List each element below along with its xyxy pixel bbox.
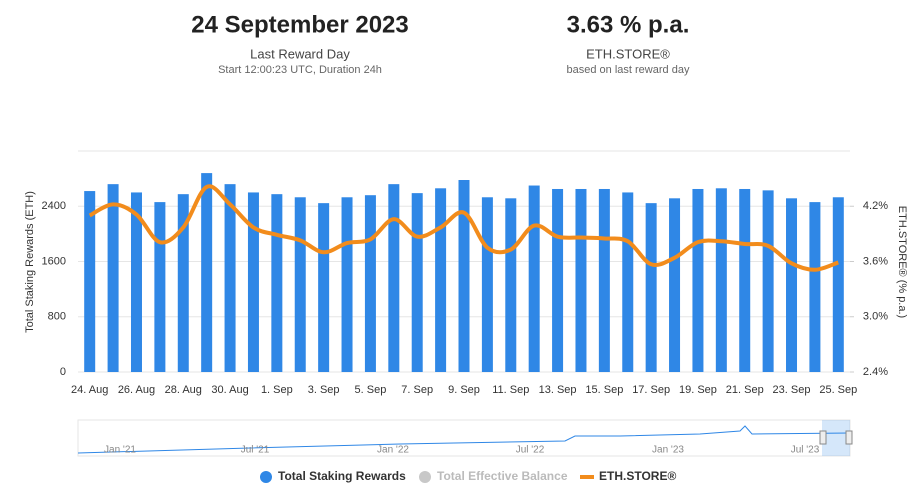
legend-marker xyxy=(260,471,272,483)
x-tick-label: 28. Aug xyxy=(165,384,202,396)
y-axis-label: Total Staking Rewards (ETH) xyxy=(24,191,36,333)
navigator-line xyxy=(77,425,851,454)
navigator-label: Jul '23 xyxy=(791,445,820,456)
bar xyxy=(715,188,727,372)
navigator-label: Jul '21 xyxy=(241,445,270,456)
bar xyxy=(669,198,681,372)
navigator-label: Jan '23 xyxy=(652,445,684,456)
bar xyxy=(552,188,564,372)
bar xyxy=(388,184,400,372)
navigator-handle[interactable] xyxy=(819,430,827,445)
bar xyxy=(575,188,587,372)
date-caption: Last Reward Day xyxy=(250,46,350,61)
navigator: Jan '21 Jul '21 Jan '22 Jul '22 Jan '23 … xyxy=(77,419,853,457)
legend-marker xyxy=(580,475,594,479)
y2-axis-label: ETH.STORE® (% p.a.) xyxy=(896,206,908,318)
y2-tick-label: 4.2% xyxy=(863,200,888,212)
y2-tick-label: 3.0% xyxy=(863,311,888,323)
x-tick-label: 24. Aug xyxy=(71,384,108,396)
x-tick-label: 15. Sep xyxy=(585,384,623,396)
rate: 3.63 % p.a. xyxy=(567,11,690,38)
bar xyxy=(762,190,774,372)
x-tick-label: 26. Aug xyxy=(118,384,155,396)
x-tick-label: 17. Sep xyxy=(632,384,670,396)
bar xyxy=(739,188,751,372)
y2-tick-label: 2.4% xyxy=(863,366,888,378)
bar xyxy=(809,202,821,372)
x-tick-label: 7. Sep xyxy=(401,384,433,396)
bar xyxy=(271,194,283,372)
legend-label[interactable]: Total Effective Balance xyxy=(437,469,568,483)
bar xyxy=(224,184,236,372)
x-tick-label: 3. Sep xyxy=(308,384,340,396)
bar xyxy=(130,192,142,372)
date: 24 September 2023 xyxy=(191,11,408,38)
x-tick-label: 1. Sep xyxy=(261,384,293,396)
bar xyxy=(692,188,704,372)
bar xyxy=(318,203,330,372)
x-tick-label: 23. Sep xyxy=(773,384,811,396)
bar xyxy=(598,188,610,372)
y-tick-label: 2400 xyxy=(42,200,66,212)
navigator-handle[interactable] xyxy=(845,430,853,445)
x-tick-label: 30. Aug xyxy=(211,384,248,396)
bar xyxy=(154,202,166,372)
bar xyxy=(411,193,423,372)
bar xyxy=(294,197,306,372)
x-tick-label: 19. Sep xyxy=(679,384,717,396)
date-detail: Start 12:00:23 UTC, Duration 24h xyxy=(218,64,382,76)
legend-marker xyxy=(419,471,431,483)
x-tick-label: 13. Sep xyxy=(539,384,577,396)
bar xyxy=(364,195,376,372)
x-tick-label: 9. Sep xyxy=(448,384,480,396)
bar xyxy=(107,184,119,372)
y-tick-label: 800 xyxy=(48,311,66,323)
bar xyxy=(645,203,657,372)
x-tick-label: 21. Sep xyxy=(726,384,764,396)
navigator-label: Jan '21 xyxy=(104,445,136,456)
navigator-label: Jan '22 xyxy=(377,445,409,456)
line xyxy=(88,184,839,272)
rate-caption: ETH.STORE® xyxy=(586,46,670,61)
legend-label[interactable]: ETH.STORE® xyxy=(599,469,676,483)
bar xyxy=(832,197,844,372)
bar xyxy=(622,192,634,372)
bar xyxy=(458,180,470,372)
navigator-label: Jul '22 xyxy=(516,445,545,456)
bar xyxy=(435,188,447,372)
y2-tick-label: 3.6% xyxy=(863,255,888,267)
navigator-frame xyxy=(77,419,851,457)
bar xyxy=(786,198,798,372)
bar xyxy=(528,185,540,372)
legend-label[interactable]: Total Staking Rewards xyxy=(278,469,406,483)
bar xyxy=(201,173,213,372)
bar xyxy=(177,194,189,372)
bar xyxy=(341,197,353,372)
bar xyxy=(505,198,517,372)
bar xyxy=(481,197,493,372)
bar xyxy=(84,191,96,372)
rate-detail: based on last reward day xyxy=(567,64,690,76)
bar xyxy=(247,192,259,372)
y-tick-label: 0 xyxy=(60,366,66,378)
x-tick-label: 11. Sep xyxy=(492,384,529,396)
x-tick-label: 5. Sep xyxy=(355,384,387,396)
x-tick-label: 25. Sep xyxy=(819,384,857,396)
y-tick-label: 1600 xyxy=(42,255,66,267)
navigator-selection[interactable] xyxy=(822,420,850,456)
